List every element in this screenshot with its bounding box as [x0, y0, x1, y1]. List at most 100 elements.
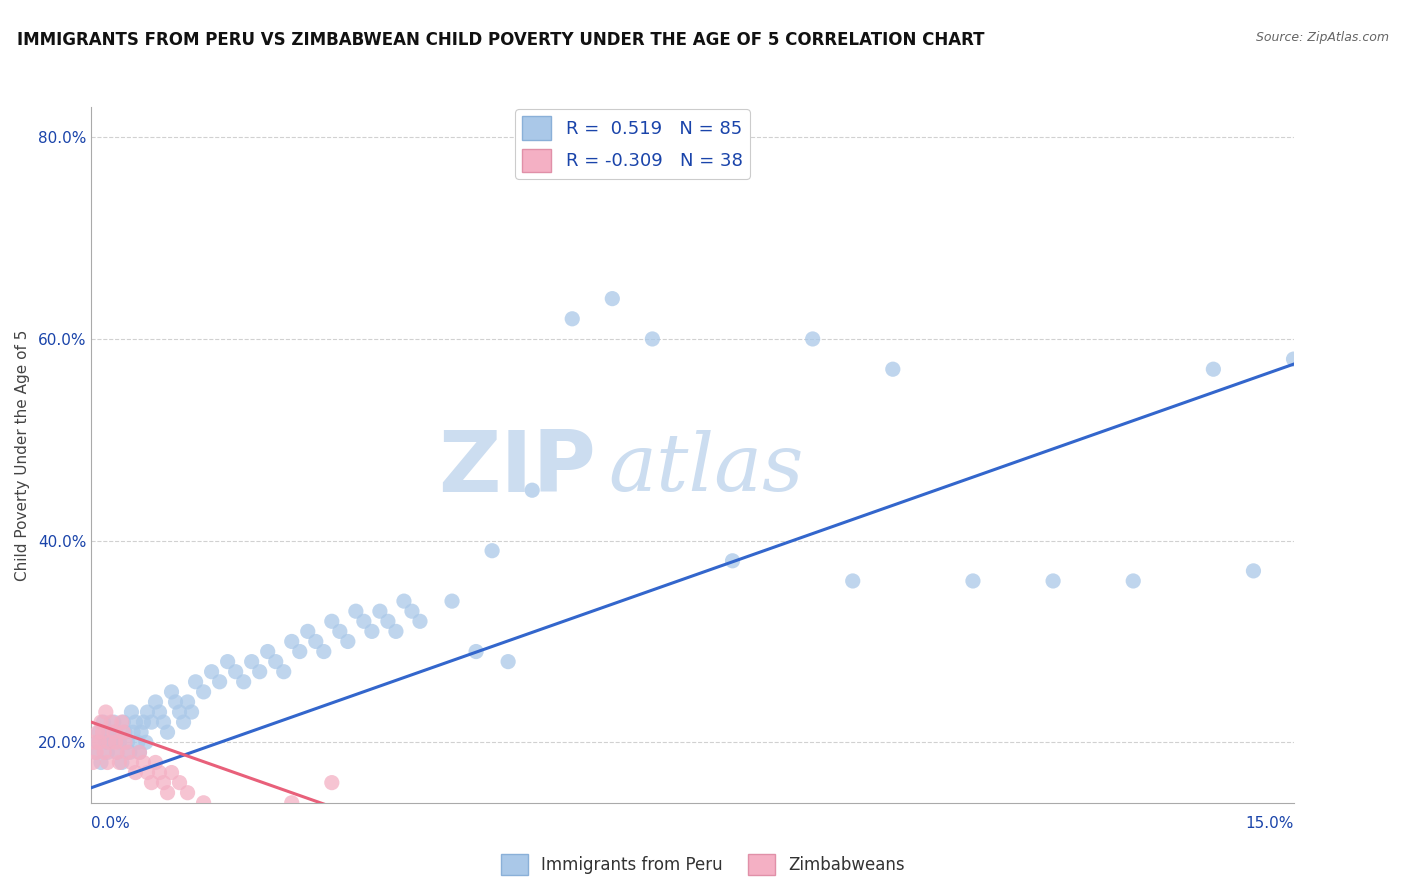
Point: [801, 332, 824, 346]
Point: [208, 674, 231, 689]
Point: [129, 725, 152, 739]
Point: [114, 735, 136, 749]
Point: [89, 735, 111, 749]
Point: [225, 665, 247, 679]
Point: [111, 715, 134, 730]
Point: [344, 604, 367, 618]
Point: [127, 735, 149, 749]
Text: Source: ZipAtlas.com: Source: ZipAtlas.com: [1256, 31, 1389, 45]
Point: [217, 655, 239, 669]
Legend: R =  0.519   N = 85, R = -0.309   N = 38: R = 0.519 N = 85, R = -0.309 N = 38: [515, 109, 749, 179]
Text: ZIP: ZIP: [439, 427, 596, 510]
Point: [176, 695, 198, 709]
Point: [145, 695, 167, 709]
Point: [83, 735, 105, 749]
Point: [124, 765, 146, 780]
Point: [141, 775, 163, 789]
Point: [132, 756, 155, 770]
Text: atlas: atlas: [609, 430, 804, 508]
Point: [465, 644, 488, 658]
Point: [377, 615, 399, 629]
Point: [112, 725, 135, 739]
Point: [281, 796, 304, 810]
Point: [136, 765, 159, 780]
Point: [105, 745, 128, 759]
Point: [496, 655, 519, 669]
Point: [104, 735, 127, 749]
Y-axis label: Child Poverty Under the Age of 5: Child Poverty Under the Age of 5: [14, 329, 30, 581]
Point: [103, 715, 125, 730]
Point: [641, 332, 664, 346]
Point: [112, 715, 135, 730]
Text: 0.0%: 0.0%: [91, 816, 131, 831]
Point: [145, 756, 167, 770]
Point: [721, 554, 744, 568]
Text: IMMIGRANTS FROM PERU VS ZIMBABWEAN CHILD POVERTY UNDER THE AGE OF 5 CORRELATION : IMMIGRANTS FROM PERU VS ZIMBABWEAN CHILD…: [17, 31, 984, 49]
Point: [156, 725, 179, 739]
Point: [94, 705, 117, 719]
Point: [360, 624, 382, 639]
Point: [98, 725, 121, 739]
Point: [1243, 564, 1265, 578]
Point: [148, 705, 170, 719]
Point: [193, 796, 215, 810]
Point: [121, 705, 143, 719]
Point: [82, 756, 104, 770]
Point: [169, 775, 191, 789]
Point: [401, 604, 423, 618]
Point: [297, 624, 319, 639]
Point: [225, 816, 247, 830]
Point: [329, 624, 352, 639]
Point: [87, 725, 110, 739]
Point: [124, 715, 146, 730]
Point: [409, 615, 432, 629]
Point: [249, 665, 271, 679]
Point: [87, 735, 110, 749]
Point: [256, 644, 278, 658]
Point: [91, 725, 114, 739]
Point: [1202, 362, 1225, 376]
Point: [90, 756, 112, 770]
Point: [160, 765, 183, 780]
Point: [305, 634, 328, 648]
Point: [84, 745, 107, 759]
Point: [882, 362, 904, 376]
Point: [108, 756, 131, 770]
Point: [165, 695, 187, 709]
Point: [105, 745, 128, 759]
Point: [84, 745, 107, 759]
Point: [98, 735, 121, 749]
Point: [321, 775, 343, 789]
Point: [385, 624, 408, 639]
Point: [117, 735, 139, 749]
Point: [321, 615, 343, 629]
Point: [273, 665, 295, 679]
Point: [135, 735, 157, 749]
Point: [336, 634, 359, 648]
Point: [128, 745, 150, 759]
Point: [148, 765, 170, 780]
Point: [481, 543, 503, 558]
Point: [962, 574, 984, 588]
Point: [152, 715, 174, 730]
Point: [841, 574, 863, 588]
Point: [156, 786, 179, 800]
Point: [176, 786, 198, 800]
Point: [128, 745, 150, 759]
Text: 15.0%: 15.0%: [1246, 816, 1294, 831]
Point: [240, 655, 263, 669]
Point: [108, 735, 131, 749]
Point: [353, 615, 375, 629]
Point: [93, 715, 115, 730]
Point: [117, 745, 139, 759]
Point: [103, 725, 125, 739]
Point: [96, 745, 118, 759]
Point: [201, 665, 224, 679]
Point: [122, 725, 145, 739]
Point: [100, 735, 122, 749]
Point: [121, 756, 143, 770]
Point: [114, 725, 136, 739]
Point: [368, 604, 391, 618]
Point: [1042, 574, 1064, 588]
Point: [160, 685, 183, 699]
